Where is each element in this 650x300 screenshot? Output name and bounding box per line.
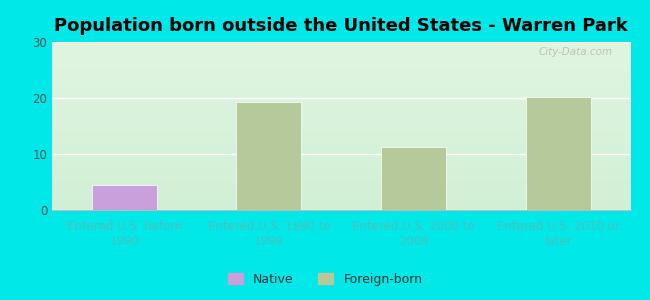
Bar <box>92 185 157 210</box>
Legend: Native, Foreign-born: Native, Foreign-born <box>223 268 427 291</box>
Title: Population born outside the United States - Warren Park: Population born outside the United State… <box>55 17 628 35</box>
Bar <box>237 103 302 210</box>
Bar <box>526 97 591 210</box>
Bar <box>381 147 446 210</box>
Text: City-Data.com: City-Data.com <box>539 47 613 57</box>
